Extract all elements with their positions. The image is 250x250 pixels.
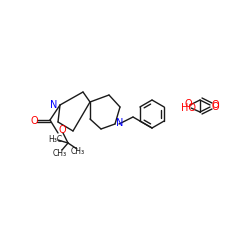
Text: CH₃: CH₃ [53, 148, 67, 158]
Text: O: O [58, 125, 66, 135]
Text: O: O [211, 102, 219, 112]
Text: O: O [30, 116, 38, 126]
Text: H₃C: H₃C [48, 136, 62, 144]
Text: O: O [184, 99, 192, 109]
Text: O: O [211, 100, 219, 110]
Text: N: N [50, 100, 58, 110]
Text: CH₃: CH₃ [71, 148, 85, 156]
Text: HO: HO [180, 103, 196, 113]
Text: N: N [116, 118, 124, 128]
